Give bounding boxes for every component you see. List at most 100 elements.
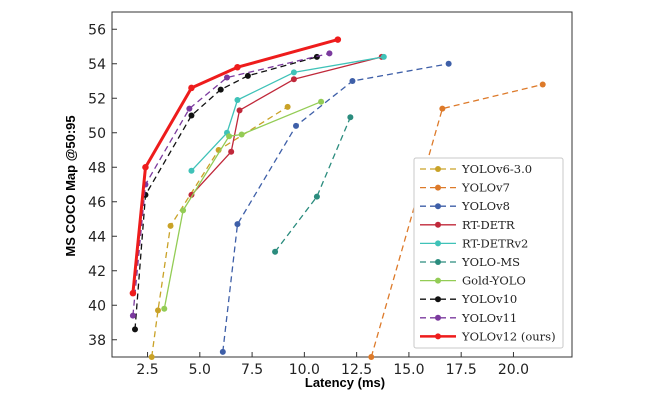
data-point-gold-yolo xyxy=(238,131,245,138)
data-point-gold-yolo xyxy=(161,305,168,312)
data-point-rt-detrv2 xyxy=(290,69,297,76)
y-tick-label: 54 xyxy=(88,57,106,73)
legend-item: YOLOv10 xyxy=(420,292,517,306)
data-point-gold-yolo xyxy=(180,207,187,214)
data-point-yolov6-3-0 xyxy=(284,103,291,110)
x-tick-label: 5.0 xyxy=(189,362,211,378)
data-point-yolov8 xyxy=(234,221,241,228)
data-point-rt-detr xyxy=(236,107,243,114)
series-gold-yolo xyxy=(161,98,325,312)
data-point-yolo-ms xyxy=(272,248,279,255)
data-point-yolov12-ours xyxy=(188,84,195,92)
data-point-yolov8 xyxy=(293,122,299,129)
series-yolo-ms xyxy=(272,114,354,255)
x-tick-label: 12.5 xyxy=(341,362,372,378)
legend-marker xyxy=(435,277,441,284)
legend-label: YOLOv12 (ours) xyxy=(461,329,556,343)
legend-box xyxy=(413,157,564,349)
data-point-yolo-ms xyxy=(347,114,354,121)
legend-marker xyxy=(435,259,441,265)
data-point-gold-yolo xyxy=(226,133,233,140)
legend-item: YOLOv6-3.0 xyxy=(420,162,532,176)
y-tick-label: 50 xyxy=(88,126,106,142)
data-point-yolov8 xyxy=(349,78,356,84)
data-point-yolov7 xyxy=(539,81,546,88)
y-tick-label: 56 xyxy=(88,22,106,38)
data-point-gold-yolo xyxy=(318,98,325,105)
data-point-yolov12-ours xyxy=(129,289,137,297)
data-point-yolov7 xyxy=(368,354,375,360)
legend-marker xyxy=(435,314,441,321)
legend-item: YOLOv7 xyxy=(420,181,510,195)
data-point-yolov11 xyxy=(224,74,230,81)
legend-marker xyxy=(435,203,441,210)
series-line-yolov10 xyxy=(134,56,318,330)
legend-marker xyxy=(435,166,441,172)
x-tick-label: 2.5 xyxy=(136,362,158,378)
legend-marker xyxy=(435,184,441,191)
y-tick-label: 52 xyxy=(88,91,106,107)
data-point-yolov11 xyxy=(129,312,136,319)
series-layer xyxy=(129,36,546,360)
legend-label: YOLOv8 xyxy=(461,199,510,213)
data-point-yolov6-3-0 xyxy=(155,307,161,314)
series-yolov8 xyxy=(219,60,452,355)
legend-label: YOLOv7 xyxy=(461,181,510,195)
x-axis-title: Latency (ms) xyxy=(305,375,385,390)
y-tick-label: 38 xyxy=(88,333,106,349)
y-tick-label: 42 xyxy=(88,264,106,280)
data-point-yolov7 xyxy=(439,105,446,112)
legend-marker xyxy=(435,240,441,247)
legend-label: YOLOv11 xyxy=(461,311,517,325)
x-tick-label: 20.0 xyxy=(498,362,529,378)
data-point-yolov6-3-0 xyxy=(167,222,174,229)
legend-item: Gold-YOLO xyxy=(420,274,526,288)
legend-label: YOLOv6-3.0 xyxy=(461,162,532,176)
legend-item: YOLOv8 xyxy=(420,199,510,213)
legend-label: RT-DETRv2 xyxy=(462,236,528,250)
data-point-yolo-ms xyxy=(313,193,320,200)
data-point-yolov12-ours xyxy=(334,36,342,43)
data-point-rt-detrv2 xyxy=(380,53,387,60)
data-point-yolov10 xyxy=(188,112,195,119)
data-point-yolov12-ours xyxy=(142,164,149,171)
series-line-yolo-ms xyxy=(274,116,351,253)
y-axis-title: MS COCO Map @50:95 xyxy=(63,115,78,256)
y-tick-label: 48 xyxy=(88,160,106,176)
legend-label: RT-DETR xyxy=(462,218,515,232)
data-point-rt-detr xyxy=(290,76,297,83)
data-point-yolov8 xyxy=(219,348,226,355)
data-point-rt-detrv2 xyxy=(188,167,195,174)
series-yolov11 xyxy=(129,50,333,319)
legend-marker xyxy=(435,221,441,228)
x-tick-label: 17.5 xyxy=(446,362,477,378)
data-point-yolov8 xyxy=(445,60,452,67)
legend-marker xyxy=(435,333,441,340)
data-point-yolov10 xyxy=(217,86,224,93)
legend-item: YOLOv12 (ours) xyxy=(420,329,556,343)
y-axis: 38 40 42 44 46 48 50 52 54 56 xyxy=(88,22,117,349)
series-line-yolov11 xyxy=(132,52,330,316)
data-point-yolov12-ours xyxy=(234,63,241,71)
legend-label: YOLOv10 xyxy=(461,292,517,306)
y-tick-label: 46 xyxy=(88,195,106,211)
x-tick-label: 10.0 xyxy=(289,362,320,378)
x-tick-label: 15.0 xyxy=(393,362,424,378)
legend-label: Gold-YOLO xyxy=(462,274,526,288)
x-tick-label: 7.5 xyxy=(241,362,263,378)
series-yolov12-ours xyxy=(129,36,342,297)
series-yolov7 xyxy=(368,81,546,360)
legend-marker xyxy=(435,296,441,303)
legend-item: YOLOv11 xyxy=(420,311,517,325)
legend-label: YOLO-MS xyxy=(461,255,520,269)
x-axis: 2.5 5.0 7.5 10.0 12.5 15.0 17.5 20.0 xyxy=(136,352,529,378)
legend: YOLOv6-3.0 YOLOv7 YOLOv8 RT-DETR RT-DETRv2 YO… xyxy=(413,157,564,349)
y-tick-label: 44 xyxy=(88,229,106,245)
data-point-yolov10 xyxy=(244,72,251,79)
data-point-rt-detr xyxy=(228,148,235,155)
data-point-yolov11 xyxy=(186,105,193,112)
y-tick-label: 40 xyxy=(88,298,106,314)
data-point-yolov6-3-0 xyxy=(148,354,155,360)
